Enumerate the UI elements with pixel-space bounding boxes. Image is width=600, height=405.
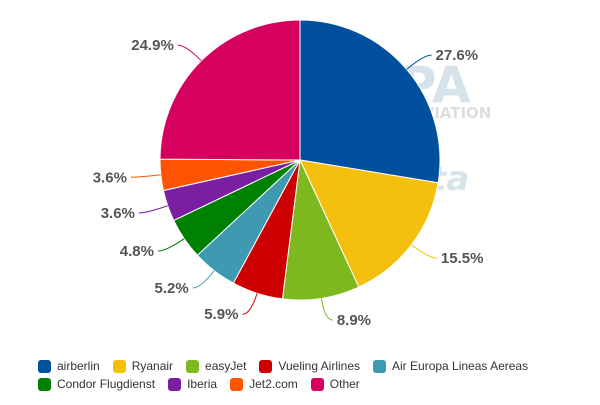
legend-swatch: [112, 359, 126, 373]
legend-label: Ryanair: [131, 359, 174, 373]
pie-slice-airberlin[interactable]: [299, 19, 441, 184]
legend-swatch: [373, 359, 387, 373]
legend-swatch: [310, 377, 324, 391]
data-label-air-europa-lineas-aereas: 5.2%: [155, 280, 189, 297]
legend-item-vueling-airlines[interactable]: Vueling Airlines: [259, 359, 360, 373]
leader-line-vueling-airlines: [242, 293, 258, 315]
data-label-airberlin: 27.6%: [436, 47, 479, 64]
legend-label: airberlin: [57, 359, 100, 373]
leader-line-air-europa-lineas-aereas: [192, 270, 215, 289]
data-label-iberia: 3.6%: [101, 205, 135, 222]
pie-slice-other[interactable]: [159, 19, 301, 161]
data-labels: 27.6% 15.5% 8.9% 5.9% 5.2% 4.8% 3.6% 3.6% 24.9%: [93, 37, 484, 329]
legend-label: Other: [329, 377, 360, 391]
legend-label: Iberia: [187, 377, 218, 391]
leader-lines: [130, 44, 437, 321]
legend-row: airberlin Ryanair easyJet Vueling Airlines A…: [38, 357, 598, 375]
legend-label: Vueling Airlines: [278, 359, 361, 373]
data-label-jet2-com: 3.6%: [93, 169, 127, 186]
leader-line-easyjet: [320, 298, 333, 321]
leader-line-iberia: [138, 205, 168, 214]
legend-item-iberia[interactable]: Iberia: [168, 377, 217, 391]
legend-item-airberlin[interactable]: airberlin: [38, 359, 100, 373]
leader-line-jet2-com: [130, 174, 161, 178]
legend-swatch: [38, 359, 51, 373]
legend-row: Condor Flugdienst Iberia Jet2.com Other: [38, 375, 598, 393]
data-label-vueling-airlines: 5.9%: [204, 306, 238, 323]
data-label-condor-flugdienst: 4.8%: [120, 243, 154, 260]
legend-item-air-europa-lineas-aereas[interactable]: Air Europa Lineas Aereas: [373, 359, 528, 373]
legend-label: Jet2.com: [249, 377, 298, 391]
legend-label: Air Europa Lineas Aereas: [392, 359, 529, 373]
leader-line-other: [177, 44, 202, 62]
leader-line-ryanair: [411, 244, 437, 259]
legend-item-jet2-com[interactable]: Jet2.com: [230, 377, 298, 391]
legend: airberlin Ryanair easyJet Vueling Airlines A…: [38, 357, 598, 393]
legend-item-other[interactable]: Other: [310, 377, 360, 391]
legend-swatch: [168, 377, 182, 391]
legend-item-ryanair[interactable]: Ryanair: [112, 359, 174, 373]
legend-swatch: [38, 377, 51, 391]
legend-swatch: [230, 377, 244, 391]
data-label-ryanair: 15.5%: [441, 250, 484, 267]
legend-swatch: [186, 359, 200, 373]
pie-slices: [159, 19, 441, 301]
legend-item-condor-flugdienst[interactable]: Condor Flugdienst: [38, 377, 155, 391]
legend-item-easyjet[interactable]: easyJet: [186, 359, 246, 373]
legend-label: easyJet: [205, 359, 247, 373]
leader-line-condor-flugdienst: [157, 238, 185, 252]
legend-swatch: [259, 359, 273, 373]
legend-label: Condor Flugdienst: [57, 377, 156, 391]
leader-line-airberlin: [406, 54, 432, 70]
data-label-other: 24.9%: [131, 37, 174, 54]
data-label-easyjet: 8.9%: [337, 312, 371, 329]
